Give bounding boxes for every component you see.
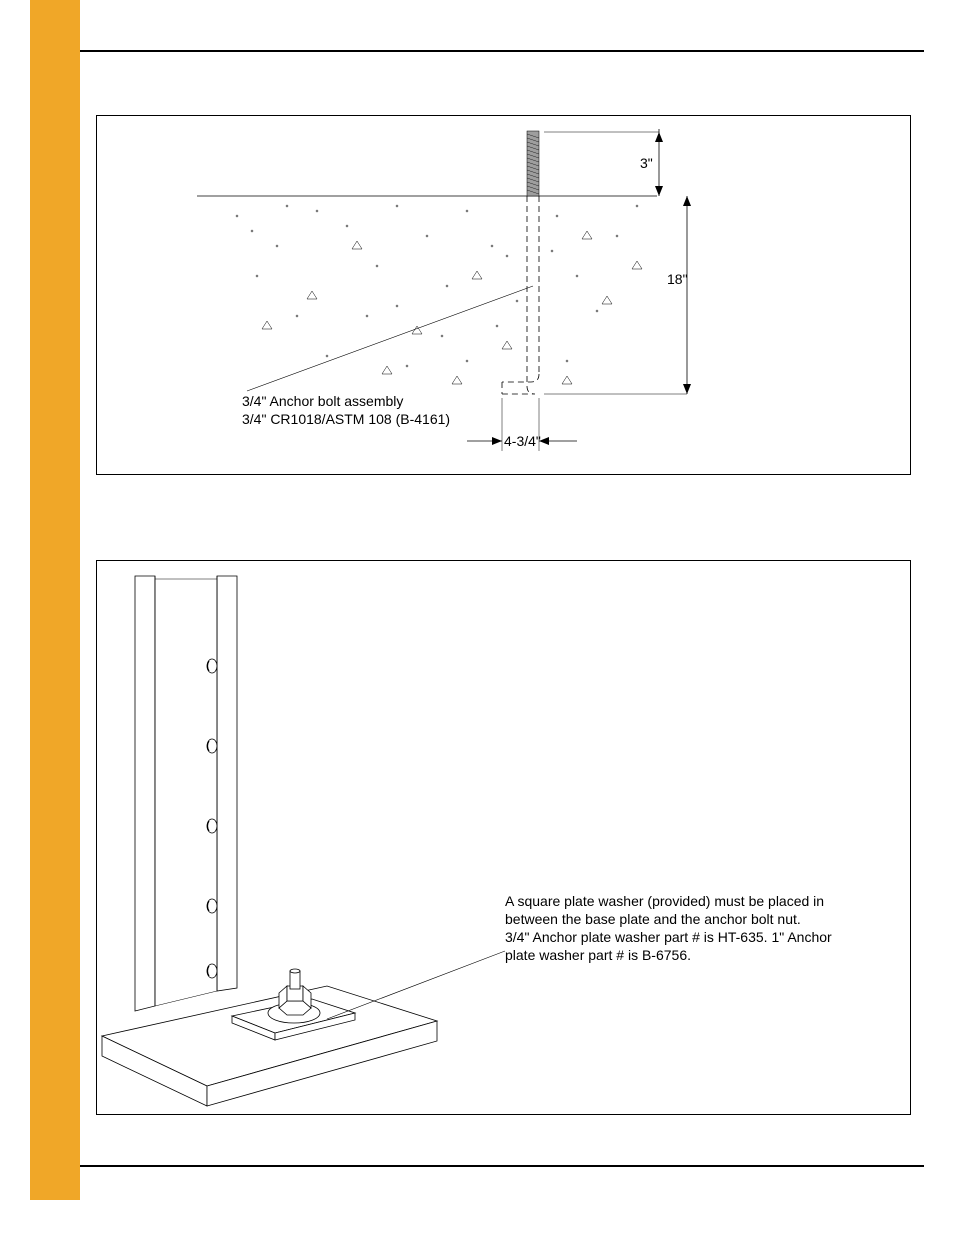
callout1-line2: 3/4" CR1018/ASTM 108 (B-4161)	[242, 411, 450, 427]
dim-top: 3"	[640, 155, 653, 171]
dim-bottom: 4-3/4"	[504, 433, 541, 449]
top-rule	[80, 50, 924, 52]
figure1-svg: 3" 18" 4-3/4" 3/4" Anchor bolt assembly …	[97, 116, 912, 476]
figure-anchor-bolt-section: 3" 18" 4-3/4" 3/4" Anchor bolt assembly …	[96, 115, 911, 475]
figure2-svg: A square plate washer (provided) must be…	[97, 561, 912, 1116]
callout2-line1: A square plate washer (provided) must be…	[505, 893, 824, 909]
figure-base-plate-iso: A square plate washer (provided) must be…	[96, 560, 911, 1115]
callout2-line2: between the base plate and the anchor bo…	[505, 911, 801, 927]
callout1-line1: 3/4" Anchor bolt assembly	[242, 393, 403, 409]
bottom-rule	[80, 1165, 924, 1167]
callout2-line4: plate washer part # is B-6756.	[505, 947, 691, 963]
sidebar-stripe	[30, 0, 80, 1200]
callout2-line3: 3/4" Anchor plate washer part # is HT-63…	[505, 929, 832, 945]
dim-side: 18"	[667, 271, 688, 287]
